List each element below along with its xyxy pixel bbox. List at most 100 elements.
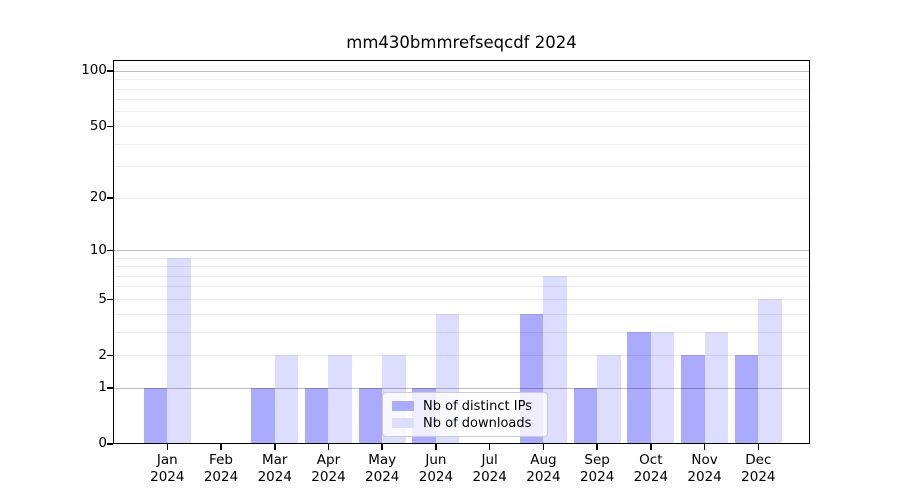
x-tick-label-dec: Dec 2024 <box>741 452 775 486</box>
y-gridline-2 <box>113 354 810 356</box>
x-tick-mark-mar <box>274 444 276 450</box>
legend-label-downloads: Nb of downloads <box>423 415 532 431</box>
bar-distinct-ips-apr <box>304 388 329 444</box>
legend-label-distinct-ips: Nb of distinct IPs <box>423 398 532 414</box>
y-tick-mark-50 <box>107 125 113 128</box>
y-tick-label-0: 0 <box>98 435 107 452</box>
month-label: Oct <box>639 452 663 468</box>
year-label: 2024 <box>579 469 615 485</box>
month-label: Apr <box>316 452 341 468</box>
bar-distinct-ips-mar <box>251 388 275 444</box>
y-gridline-10 <box>113 249 810 251</box>
x-tick-mark-feb <box>220 444 222 450</box>
x-tick-mark-may <box>381 444 383 450</box>
x-tick-mark-jul <box>488 444 491 450</box>
year-label: 2024 <box>633 469 669 485</box>
year-label: 2024 <box>526 469 561 485</box>
y-gridline-7 <box>113 275 810 277</box>
y-tick-label-100: 100 <box>81 62 107 79</box>
y-tick-mark-100 <box>107 70 113 72</box>
y-gridline-40 <box>113 143 810 145</box>
x-tick-label-sep: Sep 2024 <box>580 452 614 486</box>
y-gridline-1 <box>113 387 810 389</box>
legend-swatch-distinct-ips <box>392 401 414 411</box>
y-tick-mark-1 <box>107 387 113 389</box>
y-gridline-8 <box>113 266 810 268</box>
bar-downloads-oct <box>650 332 675 444</box>
y-gridline-100 <box>113 70 810 72</box>
legend-swatch-downloads <box>392 418 414 428</box>
legend: Nb of distinct IPs Nb of downloads <box>382 392 548 437</box>
x-tick-label-feb: Feb 2024 <box>204 452 238 486</box>
chart-title: mm430bmmrefseqcdf 2024 <box>346 33 577 52</box>
y-gridline-80 <box>113 88 810 90</box>
month-label: Jan <box>156 452 178 468</box>
y-tick-label-5: 5 <box>98 290 107 307</box>
x-tick-label-nov: Nov 2024 <box>687 452 721 486</box>
year-label: 2024 <box>687 469 722 485</box>
x-tick-label-jun: Jun 2024 <box>419 452 453 486</box>
year-label: 2024 <box>257 469 292 485</box>
y-tick-mark-20 <box>107 197 113 199</box>
bar-downloads-mar <box>274 355 299 444</box>
month-label: Dec <box>745 452 772 468</box>
x-tick-mark-nov <box>703 444 706 450</box>
bar-downloads-dec <box>758 299 782 444</box>
year-label: 2024 <box>418 469 454 485</box>
y-tick-mark-2 <box>107 354 113 356</box>
y-tick-label-20: 20 <box>89 189 107 206</box>
y-tick-label-50: 50 <box>89 117 107 134</box>
x-tick-mark-oct <box>650 444 652 450</box>
y-tick-mark-5 <box>107 298 113 300</box>
legend-item-downloads: Nb of downloads <box>392 415 539 431</box>
x-tick-label-mar: Mar 2024 <box>258 452 292 486</box>
y-tick-label-10: 10 <box>89 241 107 258</box>
x-tick-mark-jun <box>435 444 437 450</box>
month-label: Nov <box>691 452 718 468</box>
x-tick-mark-sep <box>596 444 598 450</box>
y-gridline-90 <box>113 79 810 81</box>
x-tick-label-apr: Apr 2024 <box>311 452 345 486</box>
bar-distinct-ips-jan <box>143 388 168 444</box>
y-gridline-3 <box>113 331 810 333</box>
x-tick-label-aug: Aug 2024 <box>526 452 560 486</box>
year-label: 2024 <box>741 469 776 485</box>
bar-distinct-ips-dec <box>734 355 759 444</box>
y-gridline-6 <box>113 286 810 288</box>
bar-distinct-ips-may <box>358 388 383 444</box>
bar-downloads-sep <box>597 355 621 444</box>
year-label: 2024 <box>472 469 507 485</box>
x-tick-label-jul: Jul 2024 <box>472 452 506 486</box>
month-label: Feb <box>209 452 233 468</box>
bar-distinct-ips-sep <box>573 388 598 444</box>
y-tick-label-2: 2 <box>98 346 107 363</box>
x-tick-mark-jan <box>166 444 169 450</box>
y-gridline-30 <box>113 166 810 168</box>
x-tick-label-may: May 2024 <box>365 452 399 486</box>
bar-distinct-ips-nov <box>681 355 705 444</box>
y-tick-mark-10 <box>107 249 113 252</box>
y-gridline-20 <box>113 197 810 199</box>
month-label: Mar <box>262 452 288 468</box>
bar-downloads-nov <box>704 332 729 444</box>
y-gridline-4 <box>113 313 810 315</box>
month-label: Aug <box>530 452 557 468</box>
year-label: 2024 <box>203 469 239 485</box>
x-tick-mark-aug <box>542 444 545 450</box>
month-label: Jul <box>481 452 498 468</box>
month-label: Sep <box>584 452 610 468</box>
x-tick-label-jan: Jan 2024 <box>150 452 184 486</box>
bar-downloads-apr <box>328 355 352 444</box>
y-tick-label-1: 1 <box>98 379 107 396</box>
y-tick-mark-0 <box>107 443 113 445</box>
month-label: May <box>368 452 397 468</box>
y-gridline-5 <box>113 298 810 300</box>
plot-area <box>113 60 810 444</box>
year-label: 2024 <box>150 469 185 485</box>
y-gridline-50 <box>113 125 810 127</box>
y-gridline-70 <box>113 99 810 101</box>
x-tick-mark-dec <box>757 444 760 450</box>
bar-downloads-jan <box>167 258 191 444</box>
year-label: 2024 <box>365 469 400 485</box>
